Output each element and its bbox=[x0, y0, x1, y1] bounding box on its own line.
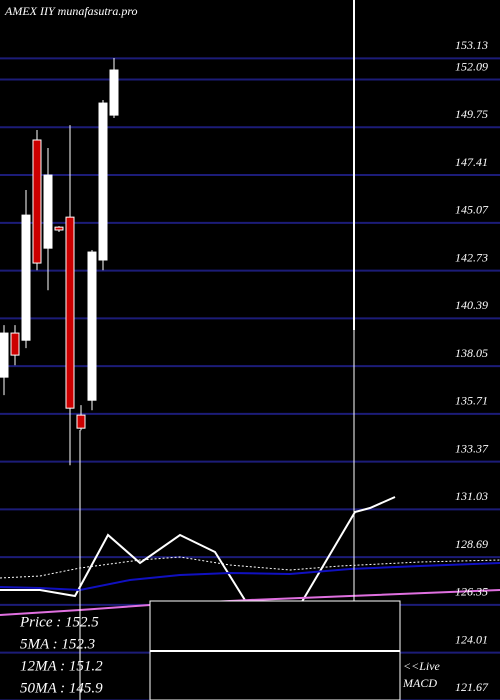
info-line: Price : 152.5 bbox=[19, 614, 99, 630]
y-tick-label: 149.75 bbox=[455, 107, 488, 121]
macd-label: MACD bbox=[402, 676, 437, 690]
ma-line-dotted bbox=[0, 556, 500, 579]
ma-line-blue bbox=[0, 562, 500, 592]
candles bbox=[0, 57, 119, 466]
macd-label: <<Live bbox=[403, 659, 441, 673]
y-tick-label: 152.09 bbox=[455, 59, 488, 73]
candle-body bbox=[98, 102, 108, 261]
info-line: 50MA : 145.9 bbox=[20, 680, 103, 696]
candle-body bbox=[76, 414, 86, 429]
info-line: 5MA : 152.3 bbox=[20, 636, 95, 652]
y-tick-label: 131.03 bbox=[455, 489, 488, 503]
candle-body bbox=[43, 174, 53, 249]
y-tick-label: 142.73 bbox=[455, 250, 488, 264]
y-tick-label: 147.41 bbox=[455, 155, 488, 169]
y-tick-label: 133.37 bbox=[455, 441, 489, 455]
candle-body bbox=[32, 139, 42, 264]
y-tick-label: 126.35 bbox=[455, 585, 488, 599]
y-tick-label: 140.39 bbox=[455, 298, 488, 312]
chart-title: AMEX IIY munafasutra.pro bbox=[4, 4, 138, 18]
info-line: 12MA : 151.2 bbox=[20, 658, 103, 674]
candle-body bbox=[87, 251, 97, 401]
y-tick-label: 121.67 bbox=[455, 680, 489, 694]
candle-body bbox=[109, 69, 119, 116]
candle-body bbox=[21, 214, 31, 341]
y-tick-label: 138.05 bbox=[455, 346, 488, 360]
candle-body bbox=[65, 216, 75, 409]
y-tick-label: 128.69 bbox=[455, 537, 488, 551]
candle-body bbox=[54, 226, 64, 231]
macd-line bbox=[0, 496, 396, 606]
info-box: Price : 152.5 5MA : 152.3 12MA : 151.2 5… bbox=[19, 614, 103, 696]
candle-body bbox=[0, 332, 9, 378]
candle-body bbox=[10, 332, 20, 356]
y-tick-label: 135.71 bbox=[455, 394, 488, 408]
y-tick-label: 145.07 bbox=[455, 203, 489, 217]
y-tick-label: 153.13 bbox=[455, 38, 488, 52]
y-tick-label: 124.01 bbox=[455, 632, 488, 646]
